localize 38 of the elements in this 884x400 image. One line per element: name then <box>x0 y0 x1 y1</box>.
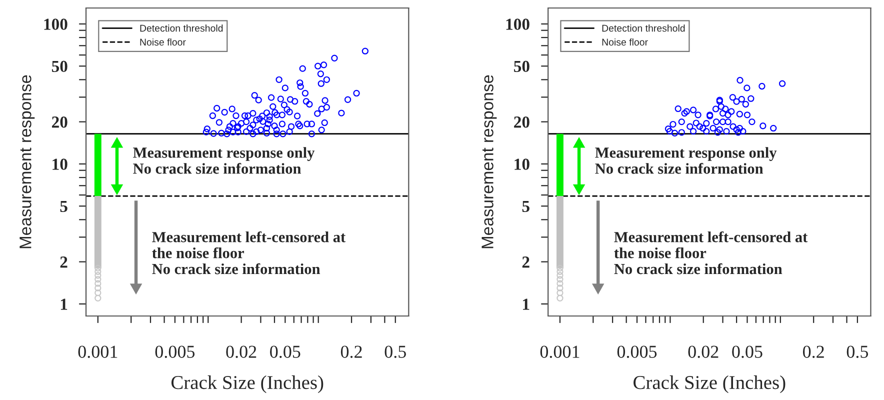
y-tick-label: 100 <box>44 18 68 30</box>
legend-label: Noise floor <box>140 38 186 46</box>
x-tick-label: 0.05 <box>270 346 300 358</box>
x-tick-label: 0.02 <box>688 346 718 358</box>
y-tick-label: 50 <box>52 60 68 72</box>
legend-label: Noise floor <box>602 38 648 46</box>
x-tick-label: 0.02 <box>226 346 256 358</box>
y-tick-label: 1 <box>60 298 68 310</box>
y-tick-label: 20 <box>514 116 530 128</box>
x-tick-label: 0.001 <box>78 346 118 358</box>
annotation: Measurement left-censored at the noise floor No crack size information <box>152 231 346 274</box>
x-tick-label: 0.5 <box>846 346 868 358</box>
x-tick-label: 0.005 <box>617 346 657 358</box>
x-axis-title: Crack Size (Inches) <box>634 375 786 394</box>
x-tick-label: 0.2 <box>340 346 362 358</box>
y-tick-label: 10 <box>52 158 68 170</box>
legend-label: Detection threshold <box>140 24 223 32</box>
annotation: Measurement response only No crack size information <box>595 147 777 174</box>
x-tick-label: 0.001 <box>540 346 580 358</box>
annotation: Measurement left-censored at the noise floor No crack size information <box>614 231 808 274</box>
x-axis-title: Crack Size (Inches) <box>171 375 324 394</box>
y-axis-title: Measurement response <box>482 75 497 248</box>
x-tick-label: 0.05 <box>732 346 762 358</box>
y-axis-title: Measurement response <box>20 75 35 248</box>
x-tick-label: 0.2 <box>802 346 824 358</box>
x-tick-label: 0.5 <box>384 346 406 358</box>
y-tick-label: 5 <box>60 200 68 212</box>
y-tick-label: 2 <box>522 256 530 268</box>
y-tick-label: 20 <box>52 116 68 128</box>
y-tick-label: 5 <box>522 200 530 212</box>
y-tick-label: 2 <box>60 256 68 268</box>
y-tick-label: 100 <box>506 18 530 30</box>
y-tick-label: 1 <box>523 298 530 310</box>
annotation: Measurement response only No crack size information <box>133 147 315 174</box>
x-tick-label: 0.005 <box>155 346 195 358</box>
y-tick-label: 50 <box>514 60 530 72</box>
y-tick-label: 10 <box>514 158 530 170</box>
legend-label: Detection threshold <box>602 24 685 32</box>
